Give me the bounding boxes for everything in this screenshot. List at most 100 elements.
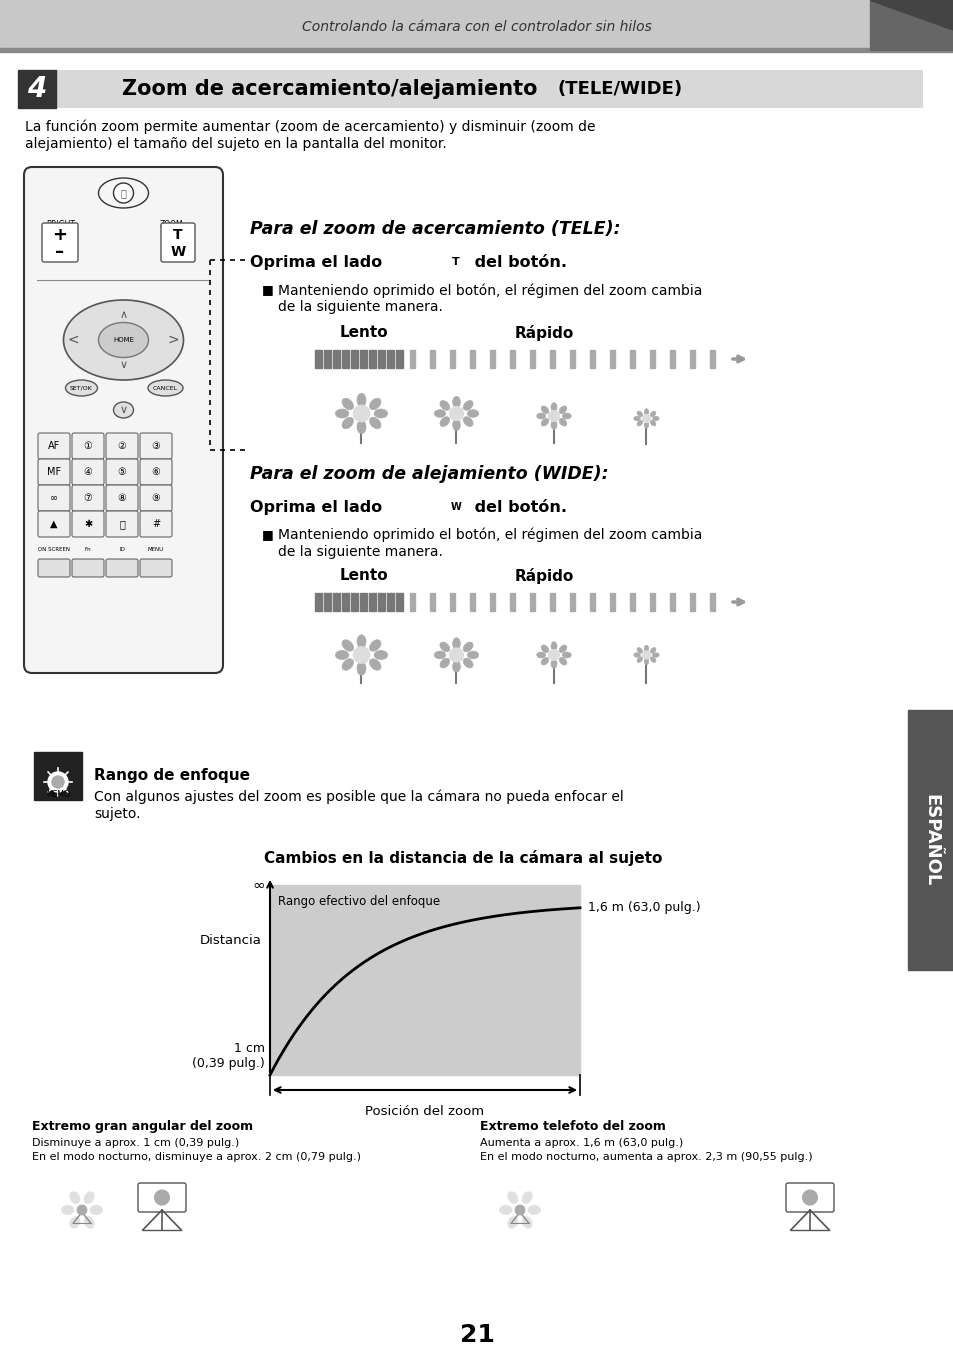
Circle shape (548, 649, 558, 661)
Text: Distancia: Distancia (200, 933, 262, 946)
Ellipse shape (439, 400, 449, 410)
Ellipse shape (453, 419, 460, 431)
Ellipse shape (540, 657, 548, 665)
Bar (609, 383, 682, 456)
Bar (709, 594, 714, 611)
Ellipse shape (643, 645, 648, 652)
Text: 4: 4 (28, 74, 47, 103)
Text: ON SCREEN: ON SCREEN (38, 548, 70, 552)
Bar (34, 752, 82, 800)
Text: ∨: ∨ (119, 406, 128, 415)
Ellipse shape (507, 1217, 517, 1228)
Ellipse shape (342, 418, 354, 429)
Text: Con algunos ajustes del zoom es posible que la cámara no pueda enfocar el
sujeto: Con algunos ajustes del zoom es posible … (94, 790, 623, 821)
Ellipse shape (633, 653, 639, 657)
Text: Cambios en la distancia de la cámara al sujeto: Cambios en la distancia de la cámara al … (264, 850, 662, 867)
Bar (689, 350, 695, 368)
Text: SET/OK: SET/OK (70, 385, 92, 391)
Text: Controlando la cámara con el controlador sin hilos: Controlando la cámara con el controlador… (302, 20, 651, 34)
FancyBboxPatch shape (785, 1183, 833, 1211)
FancyBboxPatch shape (38, 558, 70, 577)
Ellipse shape (374, 410, 387, 418)
Ellipse shape (558, 645, 566, 653)
Circle shape (801, 1190, 817, 1205)
Ellipse shape (551, 660, 557, 668)
Circle shape (449, 407, 463, 420)
FancyBboxPatch shape (42, 223, 78, 262)
Bar (18, 70, 56, 108)
FancyBboxPatch shape (71, 511, 104, 537)
FancyBboxPatch shape (140, 433, 172, 458)
Ellipse shape (528, 1206, 539, 1214)
Text: 1,6 m (63,0 pulg.): 1,6 m (63,0 pulg.) (587, 902, 700, 914)
Text: Manteniendo oprimido el botón, el régimen del zoom cambia
de la siguiente manera: Manteniendo oprimido el botón, el régime… (277, 283, 701, 314)
Ellipse shape (434, 410, 445, 418)
Ellipse shape (558, 419, 566, 426)
Bar (324, 594, 331, 611)
Ellipse shape (551, 642, 557, 650)
Ellipse shape (356, 635, 366, 648)
Bar (629, 594, 635, 611)
Text: En el modo nocturno, aumenta a aprox. 2,3 m (90,55 pulg.): En el modo nocturno, aumenta a aprox. 2,… (479, 1152, 812, 1161)
Bar (669, 350, 675, 368)
Bar (319, 615, 402, 695)
Bar (359, 594, 367, 611)
Text: ESPAÑOL: ESPAÑOL (921, 794, 939, 886)
Bar (550, 350, 555, 368)
Bar (22, 740, 904, 1305)
Bar (589, 350, 595, 368)
Bar (333, 594, 339, 611)
Ellipse shape (558, 657, 566, 665)
FancyBboxPatch shape (140, 558, 172, 577)
Text: Rápido: Rápido (515, 324, 574, 341)
Ellipse shape (335, 410, 349, 418)
Polygon shape (869, 0, 953, 30)
Text: ⑥: ⑥ (152, 466, 160, 477)
FancyBboxPatch shape (140, 511, 172, 537)
Ellipse shape (643, 658, 648, 665)
Bar (550, 594, 555, 611)
Bar (470, 594, 475, 611)
Ellipse shape (98, 178, 149, 208)
Ellipse shape (342, 639, 354, 652)
Text: 21: 21 (459, 1324, 494, 1347)
Text: AF: AF (48, 441, 60, 452)
Circle shape (449, 648, 463, 662)
Text: MEMO: MEMO (46, 790, 70, 799)
Bar (510, 594, 515, 611)
Text: ✱: ✱ (84, 519, 92, 529)
FancyBboxPatch shape (106, 558, 138, 577)
Bar (314, 594, 322, 611)
Circle shape (77, 1205, 87, 1215)
Ellipse shape (499, 1206, 511, 1214)
Ellipse shape (434, 652, 445, 658)
Bar (515, 615, 593, 695)
Circle shape (113, 183, 133, 203)
Ellipse shape (66, 380, 97, 396)
FancyBboxPatch shape (38, 458, 70, 485)
Ellipse shape (467, 652, 478, 658)
Circle shape (52, 776, 64, 788)
Ellipse shape (637, 657, 642, 662)
Bar (387, 350, 394, 368)
Ellipse shape (84, 1192, 94, 1203)
Bar (709, 350, 714, 368)
Text: ⑤: ⑤ (117, 466, 126, 477)
FancyBboxPatch shape (71, 458, 104, 485)
Bar (447, 500, 464, 514)
Text: Extremo gran angular del zoom: Extremo gran angular del zoom (32, 1119, 253, 1133)
FancyBboxPatch shape (71, 558, 104, 577)
Ellipse shape (453, 638, 460, 649)
FancyBboxPatch shape (38, 433, 70, 458)
Bar (569, 594, 575, 611)
Text: del botón.: del botón. (469, 500, 566, 515)
Bar (369, 350, 375, 368)
Ellipse shape (643, 408, 648, 415)
Circle shape (154, 1190, 170, 1205)
Ellipse shape (64, 300, 183, 380)
Ellipse shape (342, 399, 354, 410)
Ellipse shape (98, 323, 149, 357)
Bar (270, 886, 579, 1075)
Text: En el modo nocturno, disminuye a aprox. 2 cm (0,79 pulg.): En el modo nocturno, disminuye a aprox. … (32, 1152, 360, 1161)
Bar (530, 350, 535, 368)
